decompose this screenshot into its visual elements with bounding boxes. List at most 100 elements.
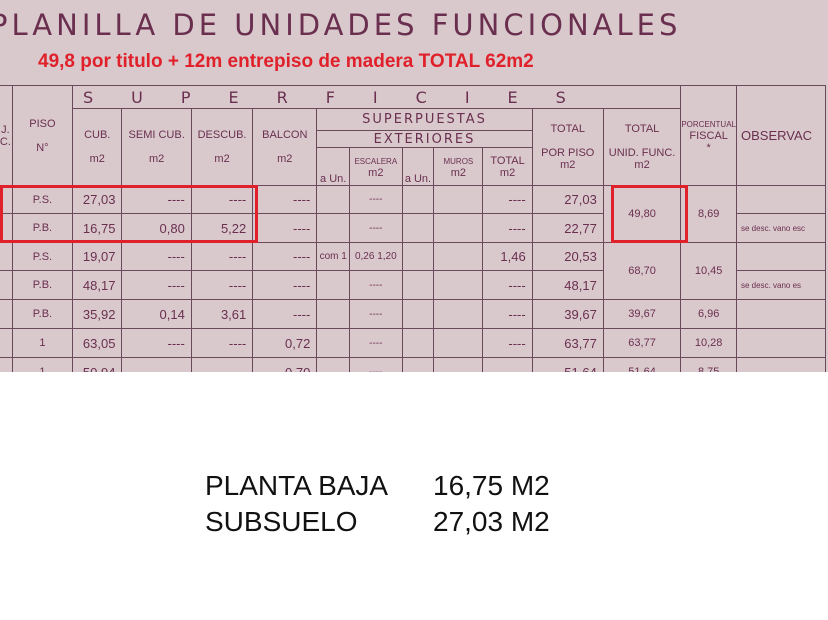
aun-cell [316,270,351,300]
empty-cell [401,185,435,214]
esc-cell: ---- [349,299,403,329]
document-title: PLANILLA DE UNIDADES FUNCIONALES [0,8,682,42]
balcon-cell: ---- [252,213,318,243]
obs-cell [736,357,826,372]
esc-cell: 0,26 1,20 [349,242,403,271]
pct-cell: 10,28 [680,328,737,358]
descub-cell: ---- [190,357,254,372]
muros-cell [433,185,484,214]
tot-cell: ---- [482,299,533,329]
piso-cell: 1 [11,328,73,358]
muros-cell [433,357,484,372]
escalera-header: ESCALERA m2 [349,147,403,186]
semi-cell: ---- [121,357,192,372]
piso-cell: P.S. [11,185,73,214]
empty-cell [0,270,13,300]
obs-cell: se desc. vano esc [736,213,826,243]
descub-header: DESCUB. m2 [190,108,254,186]
tot-cell: 1,46 [482,242,533,271]
empty-cell [401,270,435,300]
tpiso-cell: 39,67 [531,299,604,329]
balcon-cell: 0,72 [252,328,318,358]
empty-cell [401,242,435,271]
aun-cell: com 1 [316,242,351,271]
muros-cell [433,270,484,300]
piso-cell: P.B. [11,270,73,300]
table-row: P.S. 27,03 ---- ---- ---- ---- ---- 27,03 49,80 8… [0,185,826,243]
total-ext-header: TOTAL m2 [482,147,533,186]
red-annotation: 49,8 por titulo + 12m entrepiso de mader… [38,51,534,72]
total-unid-func-header: TOTAL UNID. FUNC. m2 [602,108,682,186]
porcentual-header: PORCENTUAL FISCAL * [680,85,737,186]
balcon-cell: 0,70 [252,357,318,372]
piso-header: PISO N° [11,85,73,186]
pct-cell: 10,45 [680,242,737,300]
tot-cell: ---- [482,328,533,358]
empty-cell [0,357,13,372]
balcon-cell: ---- [252,299,318,329]
tot-cell: ---- [482,185,533,214]
aun-cell [316,213,351,243]
tpiso-cell: 63,77 [531,328,604,358]
piso-cell: P.B. [11,299,73,329]
observaciones-header: OBSERVAC [736,85,826,186]
aun-cell [316,328,351,358]
muros-cell [433,299,484,329]
cub-cell: 35,92 [71,299,123,329]
scanned-document: PLANILLA DE UNIDADES FUNCIONALES 49,8 po… [0,0,828,372]
empty-cell [0,328,13,358]
a-un-header: a Un. [316,147,351,186]
semi-cell: ---- [121,328,192,358]
empty-cell [401,357,435,372]
empty-cell [401,328,435,358]
esc-cell: ---- [349,357,403,372]
cub-cell: 50,94 [71,357,123,372]
esc-cell: ---- [349,213,403,243]
muros-cell [433,328,484,358]
semi-cell: ---- [121,242,192,271]
pct-cell: 8,69 [680,185,737,243]
table-row: P.B. 48,17 ---- ---- ---- ---- ---- 48,17 se des… [0,270,826,300]
aun-cell [316,357,351,372]
empty-cell [0,299,13,329]
esc-cell: ---- [349,185,403,214]
tuf-cell: 51,64 [602,357,682,372]
total-por-piso-header: TOTAL POR PISO m2 [531,108,604,186]
piso-cell: P.B. [11,213,73,243]
cub-header: CUB. m2 [71,108,123,186]
cub-cell: 48,17 [71,270,123,300]
superpuestas-header: SUPERPUESTAS [316,108,533,131]
descub-cell: ---- [190,328,254,358]
table-row: P.S. 19,07 ---- ---- ---- com 1 0,26 1,20 1,46 2… [0,242,826,300]
exteriores-header: EXTERIORES [316,130,533,148]
aun-cell [316,185,351,214]
descub-cell: 3,61 [190,299,254,329]
piso-cell: 1 [11,357,73,372]
balcon-cell: ---- [252,270,318,300]
table-row: 1 50,94 ---- ---- 0,70 ---- ---- 51,64 51,64 8,75 [0,357,826,372]
table-row: 1 63,05 ---- ---- 0,72 ---- ---- 63,77 63,77 10,2… [0,328,826,358]
descub-cell: ---- [190,185,254,214]
tpiso-cell: 20,53 [531,242,604,271]
descub-cell: ---- [190,270,254,300]
balcon-cell: ---- [252,185,318,214]
cub-cell: 19,07 [71,242,123,271]
tuf-cell: 68,70 [602,242,682,300]
tpiso-cell: 48,17 [531,270,604,300]
tpiso-cell: 22,77 [531,213,604,243]
descub-cell: ---- [190,242,254,271]
empty-cell [401,213,435,243]
balcon-cell: ---- [252,242,318,271]
obs-cell [736,242,826,271]
muros-cell [433,242,484,271]
tot-cell: ---- [482,357,533,372]
tot-cell: ---- [482,270,533,300]
balcon-header: BALCON m2 [252,108,318,186]
obs-cell [736,299,826,329]
semi-cub-header: SEMI CUB. m2 [121,108,192,186]
obs-cell: se desc. vano es [736,270,826,300]
units-table: J. C. PISO N° SUPERFICIES PORCENTUAL FISCAL… [0,85,826,372]
empty-cell [0,242,13,271]
muros-header: MUROS m2 [433,147,484,186]
semi-cell: 0,14 [121,299,192,329]
